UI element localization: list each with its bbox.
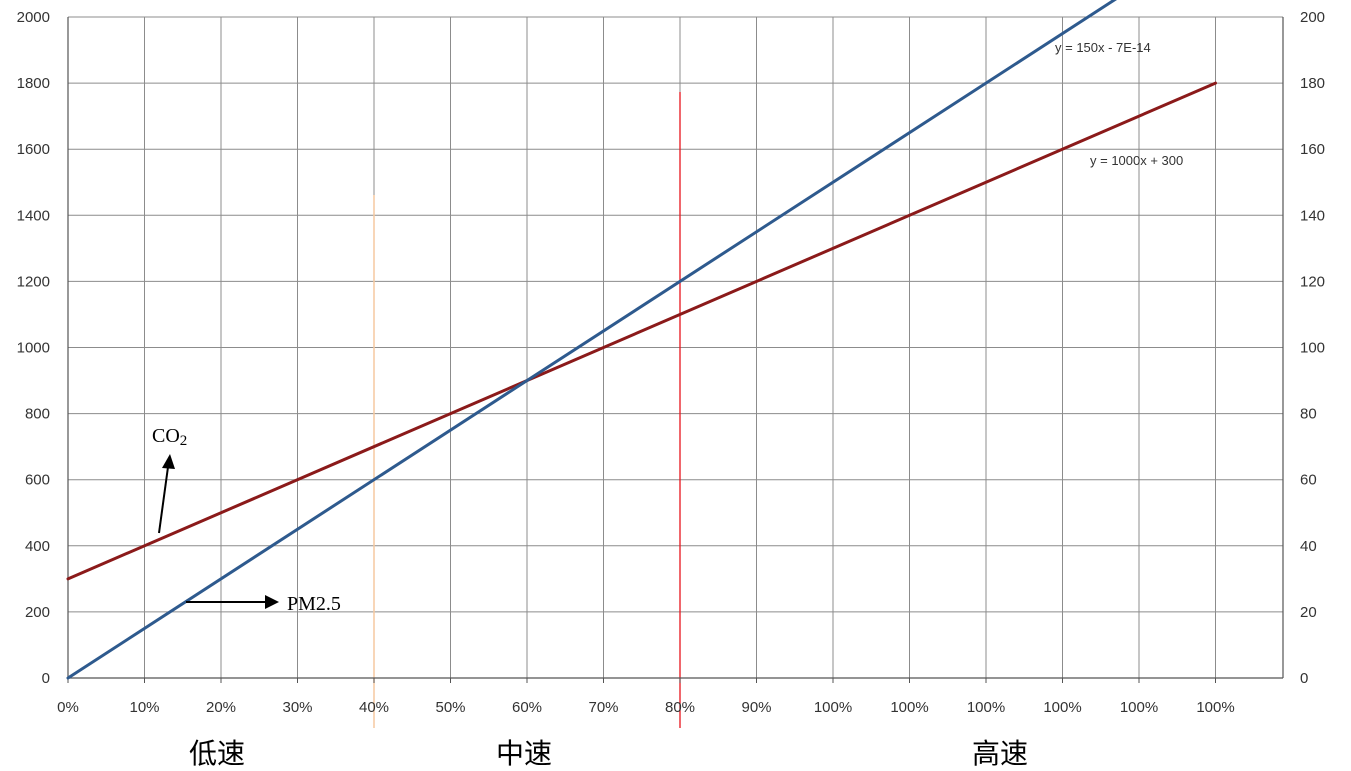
grid [67, 16, 1284, 679]
series-lines [66, 0, 1217, 680]
y-left-tick-label: 1400 [17, 207, 50, 224]
x-tick-label: 50% [435, 699, 465, 716]
y-right-tick-label: 0 [1300, 670, 1308, 687]
y-left-tick-label: 800 [25, 406, 50, 423]
pm25-label: PM2.5 [287, 593, 341, 615]
x-tick-label: 40% [359, 699, 389, 716]
x-tick-label: 60% [512, 699, 542, 716]
trendline-equation: y = 150x - 7E-14 [1055, 40, 1151, 55]
speed-zone-label: 高速 [972, 737, 1028, 770]
x-tick-label: 30% [282, 699, 312, 716]
y-left-tick-label: 1800 [17, 75, 50, 92]
co2-arrow-head [162, 454, 175, 469]
y-right-tick-label: 20 [1300, 604, 1317, 621]
y-right-tick-label: 120 [1300, 273, 1325, 290]
speed-zone-label: 低速 [189, 737, 245, 770]
x-tick-label: 0% [57, 699, 79, 716]
axes [67, 17, 1284, 683]
x-tick-label: 100% [814, 699, 852, 716]
annotations: y = 150x - 7E-14 y = 1000x + 300 CO2 PM2.5 低… [152, 40, 1183, 770]
y-right-tick-label: 100 [1300, 340, 1325, 357]
vertical-markers [373, 92, 681, 728]
y-right-tick-label: 40 [1300, 538, 1317, 555]
y-left-tick-label: 1000 [17, 340, 50, 357]
y-right-tick-label: 60 [1300, 472, 1317, 489]
y-right-tick-label: 160 [1300, 141, 1325, 158]
y-left-tick-label: 1200 [17, 273, 50, 290]
y-left-tick-label: 400 [25, 538, 50, 555]
x-tick-label: 80% [665, 699, 695, 716]
x-tick-label: 70% [588, 699, 618, 716]
x-tick-label: 90% [741, 699, 771, 716]
y-right-tick-label: 80 [1300, 406, 1317, 423]
y-right-tick-label: 180 [1300, 75, 1325, 92]
y-left-tick-label: 1600 [17, 141, 50, 158]
x-tick-label: 100% [1043, 699, 1081, 716]
y-left-tick-label: 200 [25, 604, 50, 621]
y-right-tick-label: 200 [1300, 9, 1325, 26]
x-tick-label: 100% [1196, 699, 1234, 716]
trendline-equation: y = 1000x + 300 [1090, 153, 1183, 168]
y-left-tick-label: 600 [25, 472, 50, 489]
y-right-tick-label: 140 [1300, 207, 1325, 224]
tick-labels: 0 200 400 600 800 1000 1200 1400 1600 1800 2000 0 20… [17, 9, 1325, 716]
y-left-tick-label: 0 [42, 670, 50, 687]
series-line-co [66, 81, 1217, 581]
x-tick-label: 100% [1120, 699, 1158, 716]
pm25-arrow-head [265, 595, 279, 609]
speed-zone-label: 中速 [496, 737, 552, 770]
x-tick-label: 100% [890, 699, 928, 716]
series-line-pm25 [66, 0, 1117, 680]
y-left-tick-label: 2000 [17, 9, 50, 26]
x-tick-label: 100% [967, 699, 1005, 716]
co2-label: CO2 [152, 425, 187, 449]
x-tick-label: 20% [206, 699, 236, 716]
co2-arrow-line [158, 466, 169, 534]
x-tick-label: 10% [129, 699, 159, 716]
